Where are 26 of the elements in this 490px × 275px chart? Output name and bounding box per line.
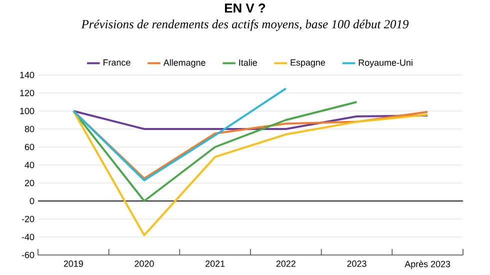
x-tick-label: Après 2023	[404, 260, 450, 269]
y-tick-label: -20	[22, 216, 34, 222]
y-tick-label: -60	[22, 252, 34, 258]
y-tick-label: -40	[22, 234, 34, 240]
y-tick-label: 60	[24, 144, 34, 150]
y-tick-label: 120	[20, 90, 34, 96]
legend-label: Royaume-Uni	[358, 59, 412, 68]
y-tick-label: 0	[30, 198, 34, 204]
x-tick-label: 2021	[206, 260, 225, 267]
chart-subtitle: Prévisions de rendements des actifs moyens, base 100 début 2019	[81, 20, 409, 31]
x-tick-label: 2020	[134, 260, 154, 267]
line-series	[72, 110, 429, 236]
y-tick-label: 100	[20, 108, 34, 114]
y-tick-label: 20	[24, 180, 34, 186]
y-tick-label: 140	[20, 72, 34, 78]
x-tick-label: 2023	[347, 260, 366, 267]
legend-label: France	[104, 59, 130, 66]
x-tick-label: 2019	[64, 260, 83, 267]
chart-title: EN V ?	[224, 4, 266, 13]
legend-label: Italie	[239, 59, 257, 66]
x-tick-label: 2022	[276, 260, 296, 267]
y-tick-label: 80	[24, 126, 34, 132]
legend-label: Espagne	[290, 59, 326, 68]
y-tick-label: 40	[24, 162, 34, 168]
line-series	[72, 88, 287, 182]
legend-label: Allemagne	[163, 59, 206, 68]
